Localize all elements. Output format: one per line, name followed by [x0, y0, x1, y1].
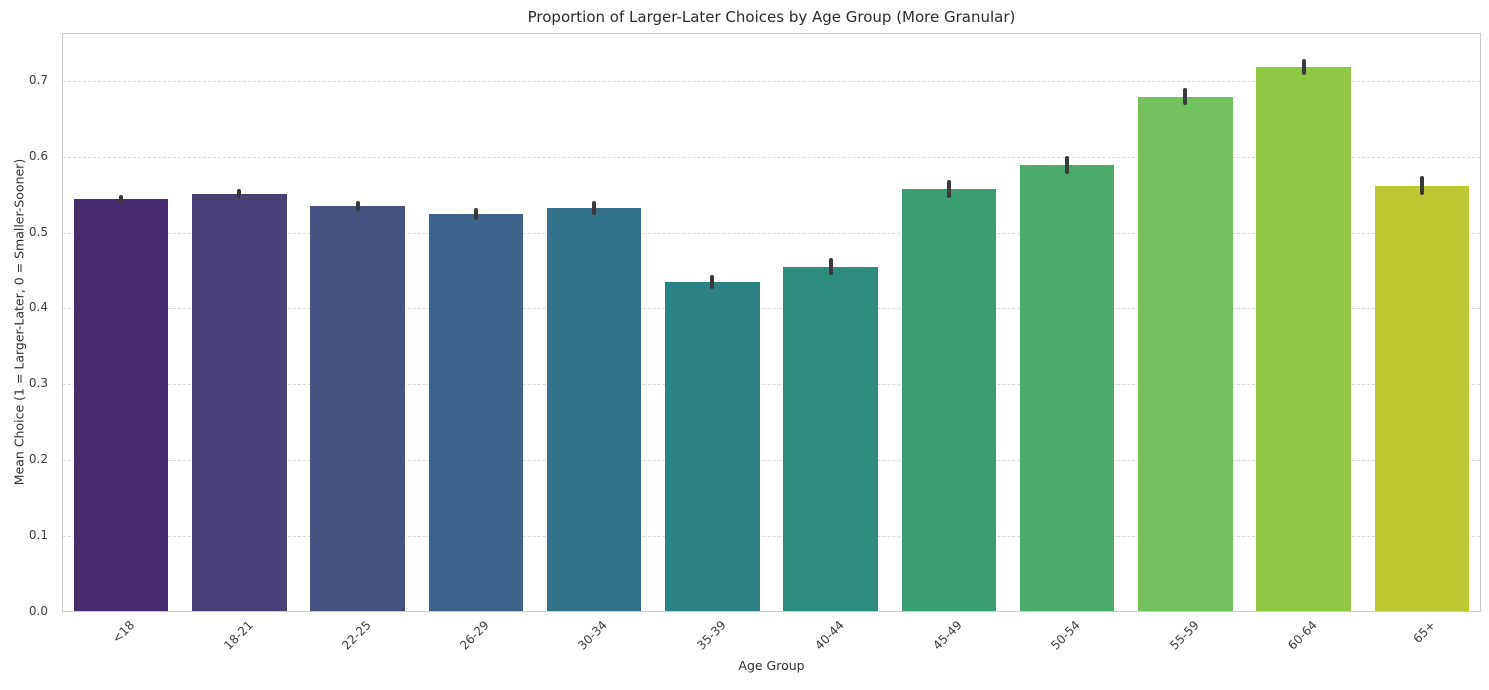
plot-area [62, 33, 1481, 612]
x-tick-label: 35-39 [693, 618, 729, 653]
bar [428, 214, 524, 611]
bar [546, 208, 642, 611]
x-tick-label: <18 [109, 618, 138, 646]
gridline [63, 232, 1480, 234]
error-bar [473, 208, 478, 221]
gridline [63, 384, 1480, 386]
chart-title: Proportion of Larger-Later Choices by Ag… [527, 8, 1016, 26]
gridline [63, 536, 1480, 538]
x-tick-label: 22-25 [338, 618, 374, 653]
x-tick-label: 50-54 [1048, 618, 1084, 653]
error-bar [119, 194, 124, 204]
error-bar [355, 200, 360, 212]
y-tick-label: 0.1 [28, 528, 48, 543]
bar [310, 206, 405, 611]
error-bar [828, 258, 833, 276]
error-bar [1419, 175, 1424, 196]
error-bar [237, 189, 242, 199]
bar [192, 193, 287, 611]
x-tick-label: 40-44 [811, 618, 847, 653]
error-bar [946, 180, 951, 199]
gridline [63, 308, 1480, 310]
bar [1256, 67, 1351, 611]
error-bar [1301, 58, 1306, 76]
y-tick-label: 0.7 [28, 72, 48, 87]
x-tick-label: 60-64 [1284, 618, 1320, 653]
x-axis-label: Age Group [738, 658, 805, 673]
bar [1374, 185, 1470, 611]
y-tick-label: 0.6 [28, 148, 48, 163]
error-bar [710, 275, 715, 289]
error-bar [1065, 155, 1070, 175]
bar [665, 281, 760, 611]
bar [901, 189, 997, 611]
y-axis-label: Mean Choice (1 = Larger-Later, 0 = Small… [11, 158, 27, 486]
x-tick-label: 55-59 [1166, 618, 1202, 653]
bar [1138, 96, 1233, 611]
x-tick-label: 26-29 [457, 618, 492, 653]
y-tick-label: 0.0 [28, 604, 48, 618]
y-tick-label: 0.2 [28, 452, 48, 467]
bar [1019, 165, 1115, 611]
error-bar [1183, 88, 1188, 106]
y-tick-label: 0.3 [28, 376, 48, 391]
bar [783, 266, 878, 611]
gridline [63, 80, 1480, 82]
bar [73, 199, 169, 611]
y-tick-label: 0.5 [28, 224, 48, 239]
x-tick-label: 65+ [1409, 618, 1438, 646]
x-tick-label: 45-49 [930, 618, 965, 653]
x-tick-label: 18-21 [220, 618, 256, 653]
gridline [63, 460, 1480, 462]
y-tick-label: 0.4 [28, 300, 48, 315]
gridline [63, 156, 1480, 158]
error-bar [592, 201, 597, 216]
x-tick-label: 30-34 [575, 618, 611, 653]
